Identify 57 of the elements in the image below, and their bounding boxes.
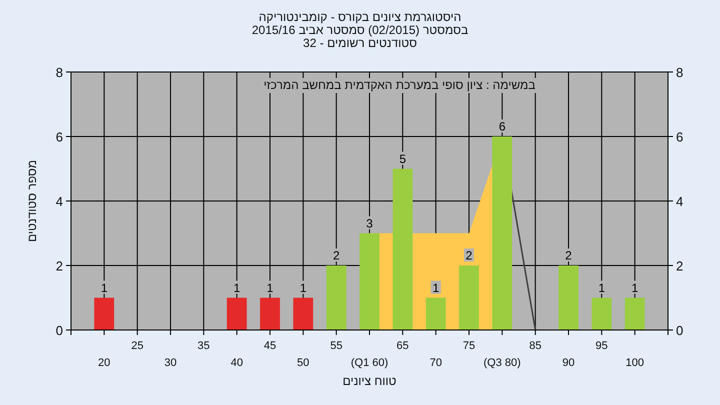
bar (293, 298, 314, 330)
y-tick-label: 8 (56, 65, 63, 80)
x-tick-label: (Q1 60) (350, 357, 388, 369)
x-axis-title: טווח ציונים (342, 374, 397, 388)
x-tick-label: 20 (98, 357, 110, 369)
y-axis-title: מספר סטודנטים (25, 160, 39, 242)
data-label: 1 (432, 280, 440, 295)
bar (624, 298, 645, 330)
data-label: 2 (466, 248, 473, 262)
y2-tick-label: 6 (676, 130, 684, 144)
x-tick-label: 40 (230, 357, 243, 369)
x-tick-label: 45 (264, 340, 276, 352)
x-tick-label: 35 (198, 340, 210, 352)
x-tick-label: 90 (562, 357, 575, 369)
x-tick-label: 30 (164, 357, 177, 369)
data-label: 1 (233, 280, 240, 295)
y-tick-label: 0 (56, 323, 63, 338)
x-tick-label: 65 (396, 340, 409, 352)
bar (392, 168, 413, 330)
data-label: 2 (332, 248, 340, 262)
data-label: 6 (498, 120, 506, 134)
data-label: 1 (598, 280, 606, 295)
x-tick-label: (Q3 80) (484, 357, 521, 369)
x-tick-label: 95 (596, 340, 608, 352)
y-tick-label: 2 (56, 258, 63, 274)
bar (592, 298, 612, 330)
x-tick-label: 70 (430, 357, 442, 369)
y-tick-label: 6 (56, 130, 63, 144)
x-tick-label: 75 (462, 340, 476, 352)
y-tick-label: 4 (56, 194, 63, 209)
data-label: 3 (366, 216, 374, 230)
data-label: 1 (100, 280, 108, 295)
data-label: 2 (565, 248, 572, 262)
bar (360, 233, 380, 330)
y2-tick-label: 0 (676, 323, 684, 338)
x-tick-label: 25 (131, 340, 144, 352)
x-tick-label: 85 (529, 340, 542, 352)
bar (260, 298, 280, 330)
bar (426, 298, 446, 330)
data-label: 5 (399, 152, 406, 166)
bar (326, 266, 346, 330)
y2-tick-label: 4 (676, 194, 684, 209)
y2-tick-label: 2 (676, 258, 684, 274)
annotation: במשימה : ציון סופי במערכת האקדמית במחשב המרכזי (264, 78, 536, 92)
data-label: 1 (631, 280, 638, 295)
x-tick-label: 55 (330, 340, 342, 352)
bar (459, 266, 479, 330)
y2-tick-label: 8 (676, 65, 684, 80)
title: היסטוגרמת ציונים בקורס - קומבינטוריקה בסמסטר (02/2015) סמסטר אביב 2015/16 סטודנטים רשומים - 32 (252, 10, 468, 50)
x-tick-label: 50 (297, 357, 310, 369)
bar (492, 136, 512, 330)
data-label: 1 (300, 280, 307, 295)
bar (94, 298, 114, 330)
x-tick-label: 100 (626, 357, 644, 369)
bar (558, 266, 578, 330)
bar (226, 298, 247, 330)
data-label: 1 (266, 280, 274, 295)
